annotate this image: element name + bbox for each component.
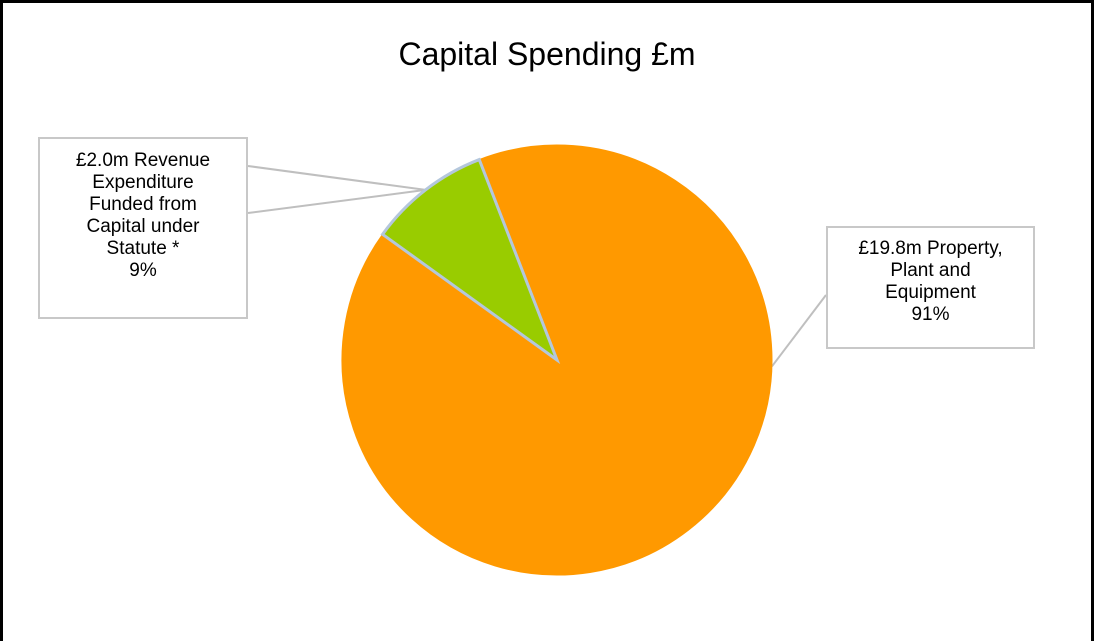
data-label-property-plant-equipment: £19.8m Property, Plant and Equipment 91% [826, 226, 1035, 349]
percent-label: 9% [129, 260, 157, 281]
percent-label: 91% [911, 304, 950, 325]
label-line: Funded from [89, 194, 197, 215]
label-line: £2.0m Revenue [75, 150, 211, 171]
chart-title: Capital Spending £m [398, 36, 696, 72]
label-line: Plant and [890, 260, 971, 281]
leader-line-revenue-expenditure-top [247, 165, 426, 191]
leader-line-revenue-expenditure [247, 188, 426, 214]
leader-lines [247, 165, 827, 368]
slice-revenue-expenditure [380, 157, 561, 365]
pie-slices [341, 144, 773, 576]
label-line: £19.8m Property, [858, 238, 1003, 259]
leader-line-property-plant-equipment [771, 294, 827, 368]
data-label-revenue-expenditure: £2.0m Revenue Expenditure Funded from Ca… [38, 137, 248, 319]
label-line: Statute * [106, 238, 180, 259]
label-line: Expenditure [92, 172, 194, 193]
label-line: Capital under [86, 216, 200, 237]
label-line: Equipment [885, 282, 976, 303]
